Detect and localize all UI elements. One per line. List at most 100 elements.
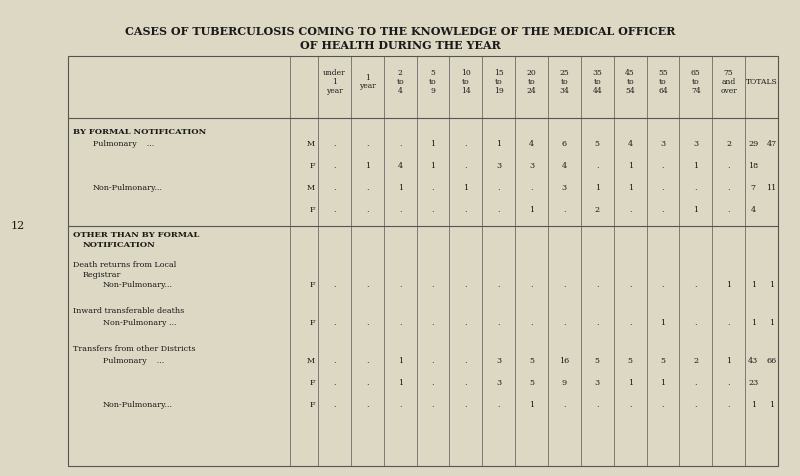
Text: Pulmonary    ...: Pulmonary ... bbox=[93, 140, 154, 148]
Text: TOTALS: TOTALS bbox=[746, 78, 778, 86]
Text: .: . bbox=[399, 140, 402, 148]
Text: .: . bbox=[432, 357, 434, 365]
Text: Pulmonary    ...: Pulmonary ... bbox=[103, 357, 164, 365]
Text: 23: 23 bbox=[748, 379, 758, 387]
Text: .: . bbox=[498, 184, 500, 192]
Text: .: . bbox=[662, 281, 664, 289]
Text: NOTIFICATION: NOTIFICATION bbox=[83, 241, 156, 249]
Text: .: . bbox=[530, 319, 533, 327]
Text: .: . bbox=[366, 319, 369, 327]
Text: .: . bbox=[629, 206, 631, 214]
Text: .: . bbox=[333, 357, 336, 365]
Text: 47: 47 bbox=[766, 140, 777, 148]
Text: .: . bbox=[694, 379, 697, 387]
Text: Non-Pulmonary...: Non-Pulmonary... bbox=[93, 184, 163, 192]
Text: .: . bbox=[333, 319, 336, 327]
Text: .: . bbox=[498, 401, 500, 409]
Text: .: . bbox=[563, 281, 566, 289]
Text: .: . bbox=[366, 281, 369, 289]
Text: 4: 4 bbox=[398, 162, 402, 170]
Text: .: . bbox=[465, 379, 467, 387]
Text: 2: 2 bbox=[694, 357, 698, 365]
Text: 65
to
74: 65 to 74 bbox=[691, 69, 701, 95]
Text: F: F bbox=[310, 281, 315, 289]
Text: Non-Pulmonary...: Non-Pulmonary... bbox=[103, 401, 173, 409]
Text: 10
to
14: 10 to 14 bbox=[461, 69, 470, 95]
Text: .: . bbox=[465, 281, 467, 289]
Text: .: . bbox=[727, 379, 730, 387]
Text: 1: 1 bbox=[694, 206, 698, 214]
Text: .: . bbox=[399, 206, 402, 214]
Text: Inward transferable deaths: Inward transferable deaths bbox=[73, 307, 184, 315]
Text: 1: 1 bbox=[496, 140, 502, 148]
Text: BY FORMAL NOTIFICATION: BY FORMAL NOTIFICATION bbox=[73, 128, 206, 136]
Text: .: . bbox=[366, 379, 369, 387]
Bar bbox=[68, 56, 778, 466]
Text: 3: 3 bbox=[694, 140, 698, 148]
Text: 45
to
54: 45 to 54 bbox=[626, 69, 635, 95]
Text: 15
to
19: 15 to 19 bbox=[494, 69, 503, 95]
Text: 35
to
44: 35 to 44 bbox=[592, 69, 602, 95]
Text: .: . bbox=[694, 281, 697, 289]
Text: .: . bbox=[530, 184, 533, 192]
Text: 1: 1 bbox=[529, 206, 534, 214]
Text: .: . bbox=[498, 281, 500, 289]
Text: 5: 5 bbox=[594, 357, 600, 365]
Text: .: . bbox=[432, 184, 434, 192]
Text: 1: 1 bbox=[529, 401, 534, 409]
Text: 1: 1 bbox=[769, 401, 774, 409]
Text: .: . bbox=[629, 281, 631, 289]
Text: 29: 29 bbox=[748, 140, 758, 148]
Text: 1: 1 bbox=[463, 184, 469, 192]
Text: 1: 1 bbox=[365, 162, 370, 170]
Text: 4: 4 bbox=[627, 140, 633, 148]
Text: .: . bbox=[366, 401, 369, 409]
Text: 55
to
64: 55 to 64 bbox=[658, 69, 668, 95]
Text: 4: 4 bbox=[750, 206, 756, 214]
Text: 2
to
4: 2 to 4 bbox=[396, 69, 404, 95]
Text: .: . bbox=[629, 319, 631, 327]
Text: F: F bbox=[310, 401, 315, 409]
Text: F: F bbox=[310, 162, 315, 170]
Text: .: . bbox=[694, 319, 697, 327]
Text: .: . bbox=[662, 206, 664, 214]
Text: 1: 1 bbox=[398, 357, 402, 365]
Text: .: . bbox=[465, 162, 467, 170]
Text: .: . bbox=[596, 401, 598, 409]
Text: .: . bbox=[465, 357, 467, 365]
Text: 5: 5 bbox=[529, 379, 534, 387]
Text: .: . bbox=[399, 401, 402, 409]
Text: 5: 5 bbox=[594, 140, 600, 148]
Text: .: . bbox=[366, 357, 369, 365]
Text: 5: 5 bbox=[529, 357, 534, 365]
Text: .: . bbox=[596, 319, 598, 327]
Text: 3: 3 bbox=[496, 357, 502, 365]
Text: 9: 9 bbox=[562, 379, 567, 387]
Text: Registrar: Registrar bbox=[83, 271, 122, 279]
Text: 4: 4 bbox=[562, 162, 567, 170]
Text: 16: 16 bbox=[559, 357, 570, 365]
Text: .: . bbox=[465, 401, 467, 409]
Text: 5: 5 bbox=[628, 357, 633, 365]
Text: .: . bbox=[465, 206, 467, 214]
Text: 5: 5 bbox=[661, 357, 666, 365]
Text: .: . bbox=[333, 162, 336, 170]
Text: Death returns from Local: Death returns from Local bbox=[73, 261, 176, 269]
Text: 1: 1 bbox=[627, 379, 633, 387]
Text: 1: 1 bbox=[750, 319, 756, 327]
Text: 2: 2 bbox=[726, 140, 731, 148]
Text: CASES OF TUBERCULOSIS COMING TO THE KNOWLEDGE OF THE MEDICAL OFFICER: CASES OF TUBERCULOSIS COMING TO THE KNOW… bbox=[125, 26, 675, 37]
Text: 1: 1 bbox=[627, 162, 633, 170]
Text: 43: 43 bbox=[748, 357, 758, 365]
Text: 3: 3 bbox=[496, 162, 502, 170]
Text: 1: 1 bbox=[661, 379, 666, 387]
Text: .: . bbox=[694, 401, 697, 409]
Text: .: . bbox=[694, 184, 697, 192]
Text: .: . bbox=[432, 401, 434, 409]
Text: .: . bbox=[596, 281, 598, 289]
Text: 1: 1 bbox=[769, 281, 774, 289]
Text: .: . bbox=[366, 140, 369, 148]
Text: 7: 7 bbox=[751, 184, 756, 192]
Text: .: . bbox=[399, 281, 402, 289]
Text: 1: 1 bbox=[627, 184, 633, 192]
